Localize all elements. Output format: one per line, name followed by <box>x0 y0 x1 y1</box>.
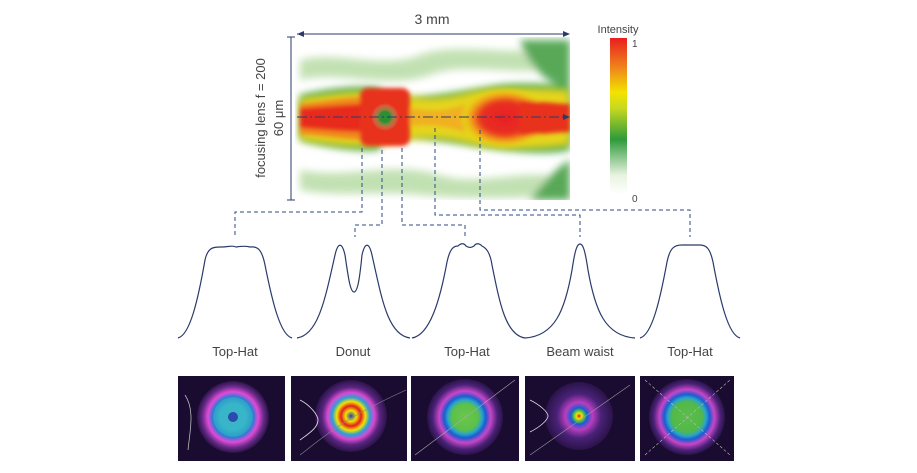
profile-tophat-3 <box>639 244 741 339</box>
colorbar-title: Intensity <box>598 24 639 36</box>
colorbar <box>610 38 627 194</box>
profile-tophat-2 <box>411 243 526 339</box>
camera-image-4 <box>525 376 635 461</box>
connector-lines <box>234 128 691 237</box>
lens-label: focusing lens f = 200 <box>253 58 268 178</box>
camera-image-2 <box>291 376 407 461</box>
camera-image-5 <box>640 376 734 461</box>
colorbar-max: 1 <box>632 39 638 50</box>
profile-label-1: Top-Hat <box>212 344 258 359</box>
camera-image-1 <box>178 376 285 461</box>
intensity-map <box>295 37 570 200</box>
height-label: 60 μm <box>271 100 286 136</box>
camera-image-3 <box>411 376 519 461</box>
profile-label-3: Top-Hat <box>444 344 490 359</box>
width-label: 3 mm <box>415 11 450 27</box>
profile-label-4: Beam waist <box>546 344 614 359</box>
beam-axis <box>297 114 570 120</box>
profile-donut <box>296 244 411 339</box>
profile-tophat-1 <box>177 245 293 339</box>
profile-gaussian <box>524 243 636 339</box>
profile-curves <box>177 243 741 339</box>
height-bracket <box>287 36 295 201</box>
profile-label-5: Top-Hat <box>667 344 713 359</box>
colorbar-min: 0 <box>632 194 638 205</box>
width-arrow <box>297 31 570 37</box>
profile-label-2: Donut <box>336 344 371 359</box>
